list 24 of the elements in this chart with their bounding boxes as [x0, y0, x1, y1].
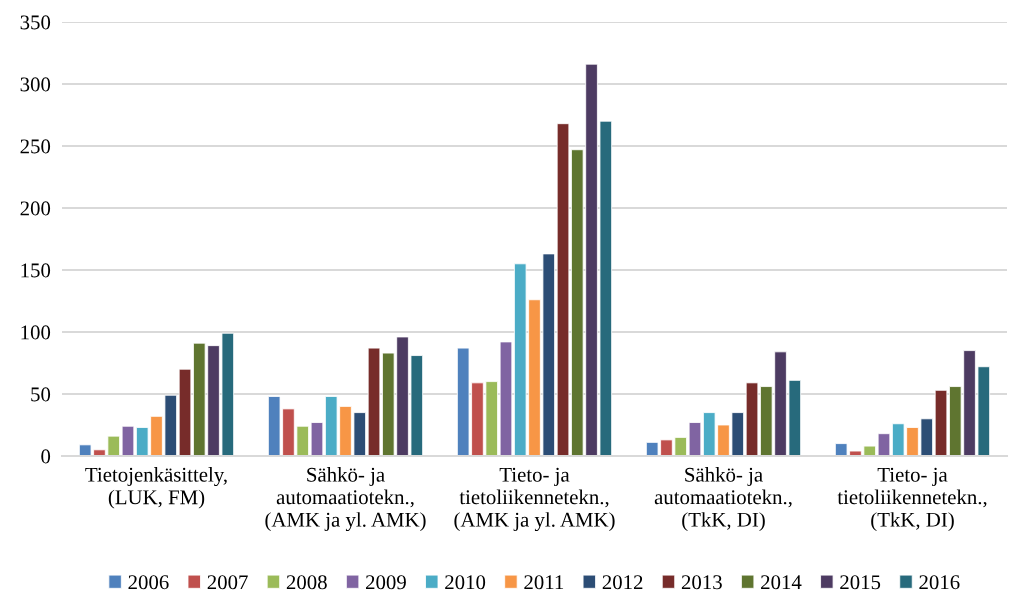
y-tick-label: 150 — [21, 263, 51, 278]
legend-label: 2014 — [761, 575, 802, 590]
y-tick-label: 100 — [21, 325, 51, 340]
legend-label: 2013 — [681, 575, 722, 590]
legend-label: 2009 — [366, 575, 406, 590]
legend-label: 2007 — [207, 575, 248, 590]
legend-label: 2015 — [840, 575, 881, 590]
x-tick-label: Tietojenkäsittely, (LUK, FM) — [85, 467, 227, 509]
legend-label: 2011 — [524, 575, 564, 590]
y-tick-label: 300 — [20, 77, 51, 92]
x-tick-label: Sähkö- ja automaatiotekn., (TkK, DI) — [654, 467, 792, 532]
x-tick-label: Tieto- ja tietoliikennetekn., (TkK, DI) — [837, 467, 987, 532]
y-tick-label: 250 — [20, 139, 51, 154]
y-tick-label: 350 — [20, 15, 51, 30]
legend-label: 2006 — [128, 575, 169, 590]
x-tick-label: Tieto- ja tietoliikennetekn., (AMK ja yl. AMK) — [454, 467, 615, 532]
x-tick-label: Sähkö- ja automaatiotekn., (AMK ja yl. AMK) — [265, 467, 426, 532]
y-tick-label: 200 — [20, 201, 51, 216]
legend-label: 2010 — [445, 575, 486, 590]
y-tick-label: 50 — [31, 387, 51, 402]
legend-label: 2016 — [919, 575, 960, 590]
legend-label: 2012 — [602, 575, 643, 590]
y-tick-label: 0 — [41, 449, 51, 464]
legend-label: 2008 — [286, 575, 327, 590]
